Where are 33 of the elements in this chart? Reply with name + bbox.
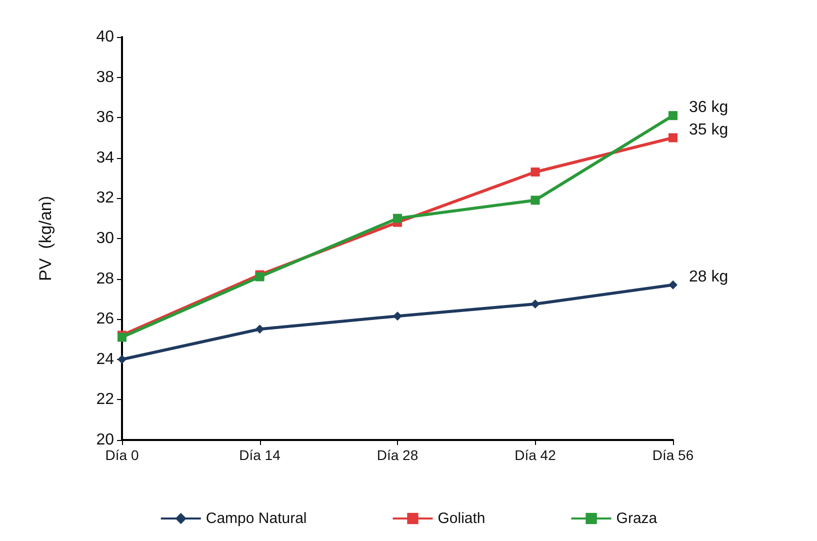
- point: [530, 168, 540, 177]
- x-tick-label: Día 28: [376, 447, 418, 463]
- legend-label: Graza: [616, 510, 658, 527]
- y-tick-label: 34: [96, 149, 114, 166]
- point: [118, 354, 126, 364]
- y-tick-label: 36: [96, 109, 114, 126]
- point: [255, 324, 264, 334]
- point: [530, 196, 540, 205]
- y-tick-label: 32: [96, 190, 114, 207]
- point: [668, 111, 678, 120]
- y-tick-label: 26: [96, 310, 114, 328]
- y-tick-label: 30: [96, 230, 114, 247]
- x-tick-label: Día 56: [652, 447, 694, 463]
- y-tick-label: 22: [96, 391, 114, 408]
- point: [393, 312, 402, 321]
- y-tick-label: 28: [96, 270, 114, 288]
- y-tick-label: 24: [96, 350, 114, 368]
- y-tick-label: 38: [96, 68, 114, 86]
- x-tick-label: Día 0: [105, 447, 139, 463]
- x-tick-label: Día 14: [239, 447, 281, 463]
- y-tick-label: 40: [96, 28, 114, 46]
- point: [668, 133, 678, 142]
- x-tick-label: Día 42: [514, 447, 556, 463]
- annotation: 36 kg: [689, 99, 728, 116]
- y-tick-label: 20: [96, 432, 114, 448]
- annotation: 28 kg: [689, 268, 728, 286]
- point: [393, 214, 402, 223]
- legend-label: Goliath: [438, 510, 486, 527]
- point: [668, 280, 678, 290]
- y-axis-title: PV (kg/an): [36, 196, 55, 282]
- point: [530, 299, 540, 308]
- legend-label: Campo Natural: [206, 510, 307, 527]
- annotation: 35 kg: [689, 121, 728, 138]
